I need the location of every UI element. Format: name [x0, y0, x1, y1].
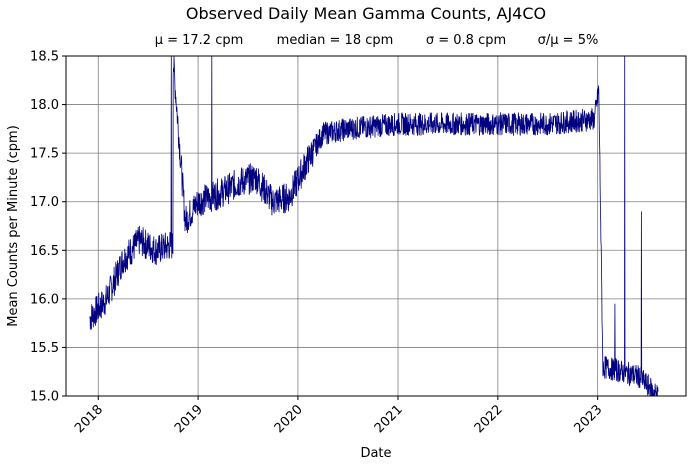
- y-tick-label: 15.0: [30, 390, 59, 405]
- plot-frame: [65, 55, 687, 397]
- y-axis-label: Mean Counts per Minute (cpm): [6, 125, 21, 327]
- stats-line: μ = 17.2 cpm median = 18 cpm σ = 0.8 cpm σ/…: [155, 33, 599, 48]
- stat-3: σ = 0.8 cpm: [426, 33, 506, 48]
- chart-title: Observed Daily Mean Gamma Counts, AJ4CO: [186, 4, 546, 23]
- series-line: [89, 56, 659, 396]
- stat-4: σ/μ = 5%: [538, 33, 599, 48]
- y-tick-label: 17.5: [30, 147, 59, 162]
- y-tick-label: 15.5: [30, 341, 59, 356]
- y-tick-label: 18.0: [30, 98, 59, 113]
- y-tick-label: 17.0: [30, 195, 59, 210]
- y-tick-label: 16.5: [30, 244, 59, 259]
- stat-2: median = 18 cpm: [277, 33, 394, 48]
- y-tick-label: 18.5: [30, 50, 59, 65]
- y-axis: 15.0 15.5 16.0 16.5 17.0 17.5 18.0 18.5: [30, 50, 66, 405]
- y-tick-label: 16.0: [30, 292, 59, 307]
- series-group: [89, 56, 659, 396]
- stat-1: μ = 17.2 cpm: [155, 33, 244, 48]
- x-axis-label: Date: [360, 446, 391, 461]
